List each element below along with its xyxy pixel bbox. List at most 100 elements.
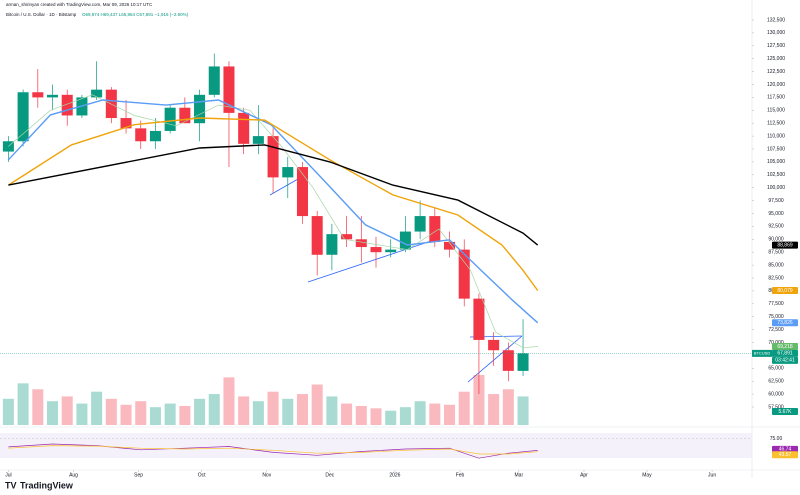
y-tick-label: 105,000 [767,159,785,165]
x-tick-label: Oct [198,472,206,478]
candle-body [164,107,176,131]
candle-body [502,350,514,371]
candle-body [385,249,397,253]
y-tick-label: 122,500 [767,69,785,75]
rsi-line [8,445,538,455]
volume-bar [341,403,353,425]
y-tick-label: 75,000 [768,314,784,320]
volume-bar [238,396,250,425]
x-tick-label: May [642,472,652,478]
volume-bar [17,383,29,425]
candle-body [32,92,44,98]
header: arman_shirinyan created with TradingView… [6,2,153,7]
candle-body [179,107,191,124]
candle-body [223,66,235,113]
candle-body [252,136,264,144]
x-tick-label: Apr [580,472,588,478]
y-tick-label: 125,000 [767,56,785,62]
volume-bar [135,401,147,425]
candle-body [47,94,59,98]
candle-body [341,234,353,240]
volume-bar [76,403,88,425]
price-tag [772,343,798,351]
quote: O69,974 H69,437 L65,864 C67,891 −1,916 (… [82,12,189,17]
volume-bar [502,389,514,425]
candle-body [473,298,485,340]
y-tick-label: 97,500 [768,198,784,204]
volume-bar [414,401,426,425]
volume-bar [488,394,500,425]
candle-body [488,339,500,351]
volume-bar [149,407,161,425]
y-tick-label: 117,500 [767,95,785,101]
volume-bar [399,407,411,425]
volume-bar [517,396,529,425]
volume-bar [252,401,264,425]
price-tag [772,286,798,294]
y-tick-label: 62,500 [768,379,784,385]
candle-body [61,94,73,116]
price-tag-label: 80,079 [777,288,793,294]
x-tick-label: Jun [708,472,716,478]
y-tick-label: 57,500 [768,404,784,410]
volume-bar [385,410,397,425]
x-tick-label: 2026 [389,472,400,478]
volume-bar [32,389,44,425]
y-tick-label: 127,500 [767,43,785,49]
countdown-tag [772,356,798,364]
rsi-tag [772,445,798,453]
rsi-band [0,433,752,458]
rsi-tag-label: 46.74 [779,447,792,453]
volume-bar [355,405,367,425]
candle-body [208,66,220,95]
y-tick-label: 70,000 [768,340,784,346]
rsi-tick-label: 75.00 [770,436,783,442]
candle-body [326,234,338,255]
candle-body [429,216,441,242]
y-tick-label: 92,500 [768,224,784,230]
x-tick-label: Aug [69,472,78,478]
symbol-label: BTCUSD [754,350,771,355]
price-tag-label: 88,869 [777,242,793,248]
moving-average [8,117,539,291]
y-tick-label: 90,000 [768,237,784,243]
volume-bar [120,404,132,425]
volume-bar [267,391,279,425]
volume-bar [458,391,470,425]
volume-tag-label: 5.67K [778,409,792,415]
volume-bar [370,408,382,425]
y-tick-label: 87,500 [768,250,784,256]
volume-bar [223,377,235,425]
volume-bar [326,396,338,425]
y-tick-label: 130,000 [767,30,785,36]
y-tick-label: 65,000 [768,366,784,372]
y-tick-label: 102,500 [767,172,785,178]
candle-body [399,231,411,250]
candle-body [149,130,161,142]
candle-body [444,241,456,250]
volume-bar [208,394,220,425]
candle-body [267,136,279,178]
volume-bar [473,375,485,425]
candle-body [355,239,367,248]
volume-bar [194,398,206,425]
volume-tag [772,408,798,415]
volume-bar [164,403,176,425]
x-tick-label: Mar [515,472,524,478]
candle-body [91,89,103,98]
candle-body [135,128,147,142]
candle-body [458,249,470,299]
y-tick-label: 100,000 [767,185,785,191]
volume-bar [311,384,323,425]
candle-body [2,141,14,152]
price-tag-label: 69,218 [777,344,793,350]
y-tick-label: 82,500 [768,275,784,281]
y-tick-label: 77,500 [768,301,784,307]
price-tag [772,349,798,357]
volume-bar [47,401,59,425]
moving-average [7,99,539,324]
volume-bar [444,404,456,425]
y-tick-label: 85,000 [768,262,784,268]
